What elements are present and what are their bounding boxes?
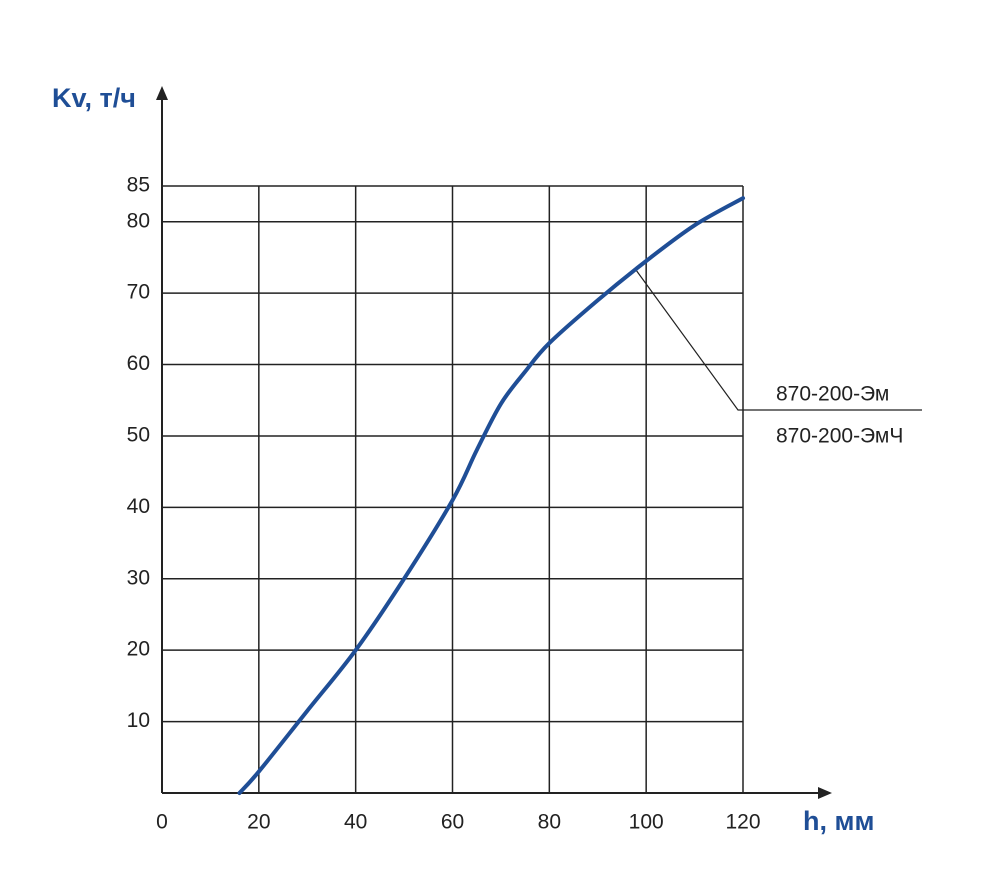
y-tick-label: 80	[127, 209, 150, 232]
x-tick-label: 120	[725, 811, 760, 834]
y-tick-label: 70	[127, 281, 150, 304]
data-line	[237, 196, 745, 795]
x-tick-label: 100	[629, 811, 664, 834]
y-tick-label: 50	[127, 423, 150, 446]
x-tick-label: 20	[247, 811, 270, 834]
y-tick-label: 40	[127, 495, 150, 518]
annotation-label: 870-200-ЭмЧ	[776, 425, 903, 448]
y-axis-arrow	[156, 86, 168, 100]
y-tick-label: 20	[127, 638, 150, 661]
annotation-leader	[635, 269, 922, 411]
y-tick-label: 30	[127, 566, 150, 589]
y-tick-label: 85	[127, 174, 150, 197]
x-tick-label: 80	[538, 811, 561, 834]
x-tick-label: 0	[156, 811, 168, 834]
y-axis-title: Kv, т/ч	[52, 83, 136, 113]
annotation-label: 870-200-Эм	[776, 383, 889, 406]
y-tick-label: 60	[127, 352, 150, 375]
x-tick-label: 60	[441, 811, 464, 834]
y-tick-label: 10	[127, 709, 150, 732]
x-tick-label: 40	[344, 811, 367, 834]
x-axis-title: h, мм	[803, 806, 874, 836]
x-axis-arrow	[818, 787, 832, 799]
